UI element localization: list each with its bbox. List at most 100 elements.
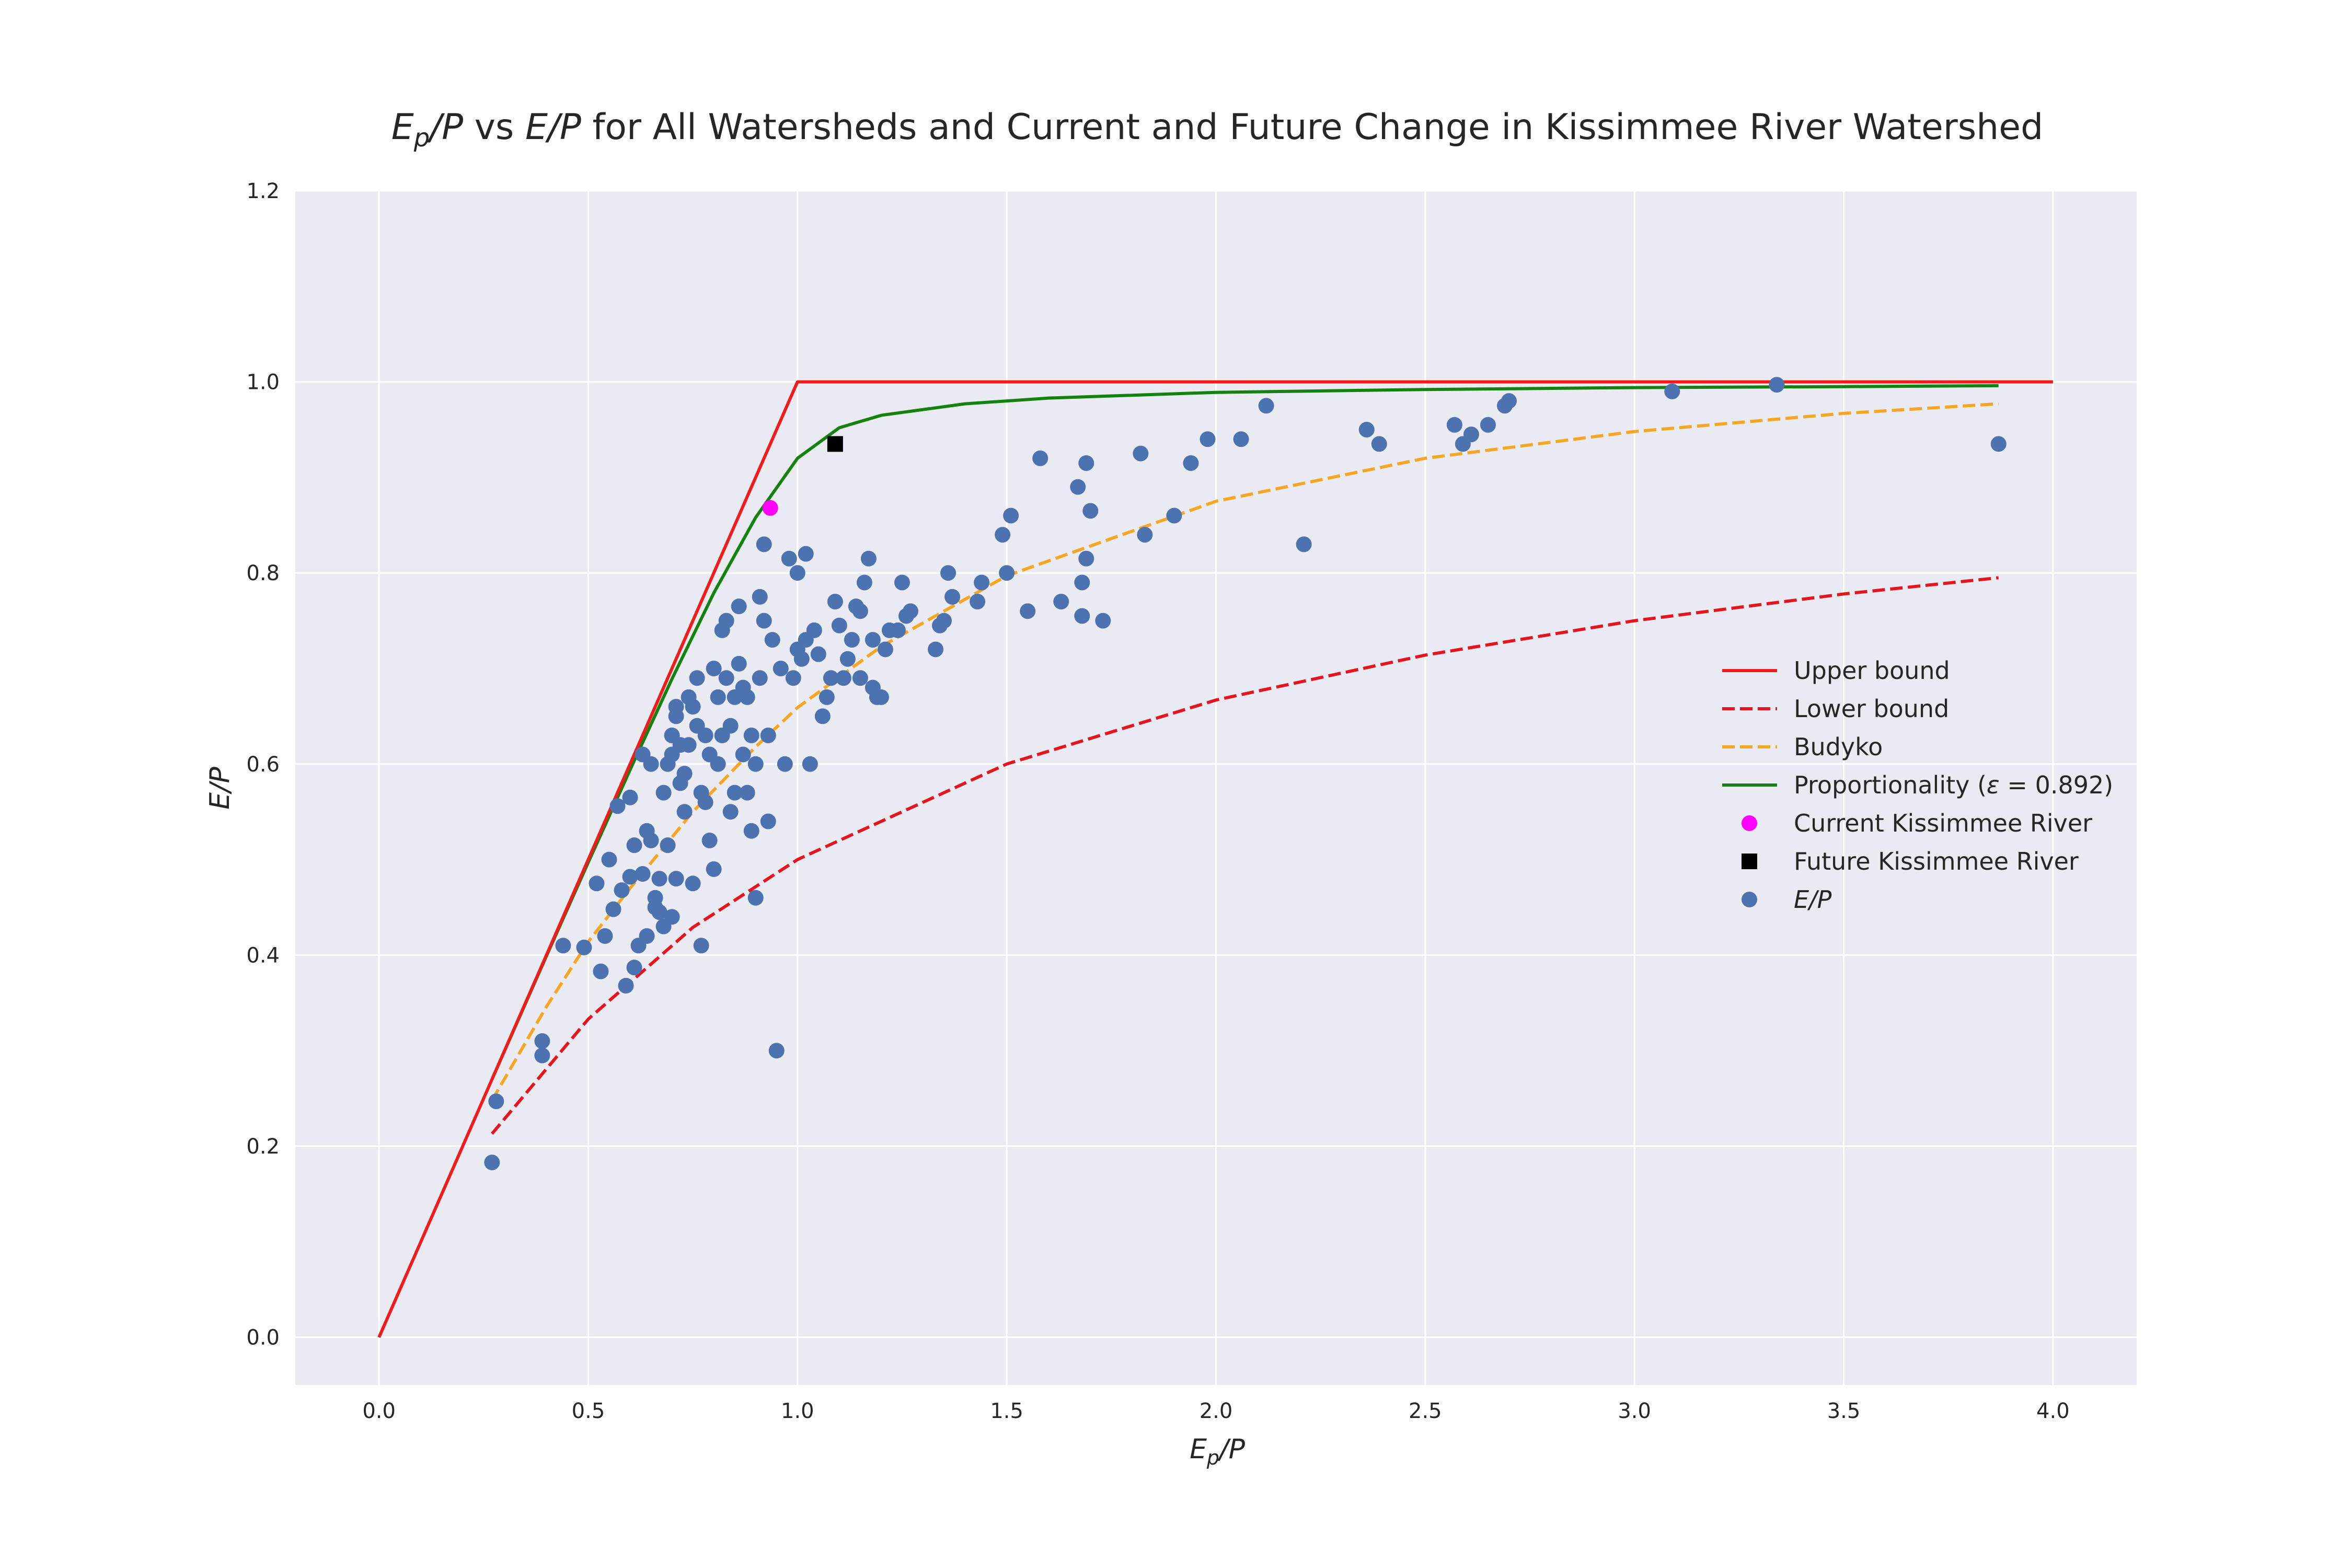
ep-point (1296, 536, 1312, 552)
ep-point (890, 622, 906, 638)
ep-point (940, 565, 956, 581)
ep-point (856, 574, 872, 591)
ep-point (593, 963, 609, 979)
ep-point (643, 833, 659, 849)
ep-point (1020, 603, 1036, 619)
ep-point (718, 613, 734, 629)
ep-point (974, 574, 990, 591)
ep-point (731, 655, 747, 672)
ep-point (697, 727, 713, 743)
ep-point (701, 833, 718, 849)
ep-point (844, 632, 860, 648)
data-points (484, 377, 2007, 1171)
current-kissimmee-point (762, 500, 778, 516)
ep-point (928, 641, 944, 658)
ep-point (1053, 594, 1069, 610)
ep-point (731, 598, 747, 615)
legend: Upper bound Lower bound Budyko Proportio… (1722, 656, 2113, 914)
x-tick-label: 0.0 (362, 1399, 396, 1423)
ep-point (1463, 426, 1479, 443)
ep-point (676, 804, 693, 820)
ep-point (555, 938, 571, 954)
ep-point (739, 785, 755, 801)
ep-point (1358, 422, 1375, 437)
ep-point (735, 746, 751, 763)
lower-bound-line (491, 576, 1999, 1135)
ep-point (718, 670, 734, 686)
ep-point (860, 550, 877, 567)
ep-point (484, 1155, 500, 1171)
ep-point (488, 1093, 504, 1110)
ep-point (597, 928, 613, 944)
ep-point (689, 670, 705, 686)
ep-point (651, 871, 667, 887)
ep-point (936, 613, 952, 629)
ep-point (773, 661, 789, 676)
y-tick-label: 0.4 (246, 943, 280, 967)
ep-point (1183, 455, 1199, 471)
ep-point (626, 960, 642, 976)
ep-point (1166, 508, 1182, 524)
ep-point (839, 651, 856, 667)
ep-point (894, 574, 910, 591)
ep-point (1078, 455, 1094, 471)
ep-point (614, 882, 630, 898)
legend-swatch-future-kissimmee (1742, 854, 1757, 869)
ep-point (576, 939, 592, 955)
ep-point (722, 804, 739, 820)
y-tick-label: 1.2 (246, 179, 280, 203)
ep-point (823, 670, 839, 686)
ep-point (710, 689, 726, 705)
ep-point (635, 866, 651, 882)
x-tick-label: 3.5 (1827, 1399, 1861, 1423)
y-tick-label: 0.0 (246, 1326, 280, 1350)
ep-point (681, 737, 697, 753)
ep-point (1032, 450, 1048, 466)
ep-point (777, 756, 793, 772)
ep-point (827, 594, 843, 610)
ep-point (605, 901, 621, 917)
ep-point (622, 869, 638, 885)
legend-swatch-current-kissimmee (1742, 815, 1757, 831)
ep-point (1664, 383, 1680, 399)
ep-point (664, 909, 680, 925)
ep-point (727, 785, 743, 801)
chart-title: Ep/P vs E/P for All Watersheds and Curre… (391, 107, 2044, 153)
ep-point (743, 727, 759, 743)
x-axis-label: Ep/P (1190, 1434, 1246, 1469)
ep-point (852, 603, 868, 619)
ep-point (831, 617, 847, 633)
ep-point (764, 632, 780, 648)
ep-point (752, 670, 768, 686)
ep-point (706, 661, 722, 676)
ep-point (747, 890, 764, 906)
legend-label-budyko: Budyko (1794, 733, 1883, 761)
ep-point (668, 699, 684, 715)
ep-point (806, 622, 822, 638)
y-tick-label: 0.8 (246, 561, 280, 585)
ep-point (668, 871, 684, 887)
ep-point (810, 646, 826, 662)
ep-point (1501, 393, 1517, 409)
ep-point (1769, 377, 1785, 393)
ep-point (864, 632, 881, 648)
ep-point (1095, 613, 1111, 629)
ep-point (802, 756, 818, 772)
ep-point (739, 689, 755, 705)
ep-point (1480, 417, 1496, 433)
x-tick-label: 2.0 (1200, 1399, 1233, 1423)
ep-point (1078, 550, 1094, 567)
ep-point (1258, 398, 1274, 414)
ep-point (693, 938, 709, 954)
ep-point (747, 756, 764, 772)
ep-point (1371, 436, 1387, 452)
ep-point (818, 689, 835, 705)
ep-point (1082, 503, 1099, 519)
ep-point (781, 550, 797, 567)
ep-point (873, 689, 889, 705)
ep-point (798, 546, 814, 562)
ep-point (655, 785, 672, 801)
ep-point (660, 837, 676, 854)
future-kissimmee-point (827, 436, 843, 452)
